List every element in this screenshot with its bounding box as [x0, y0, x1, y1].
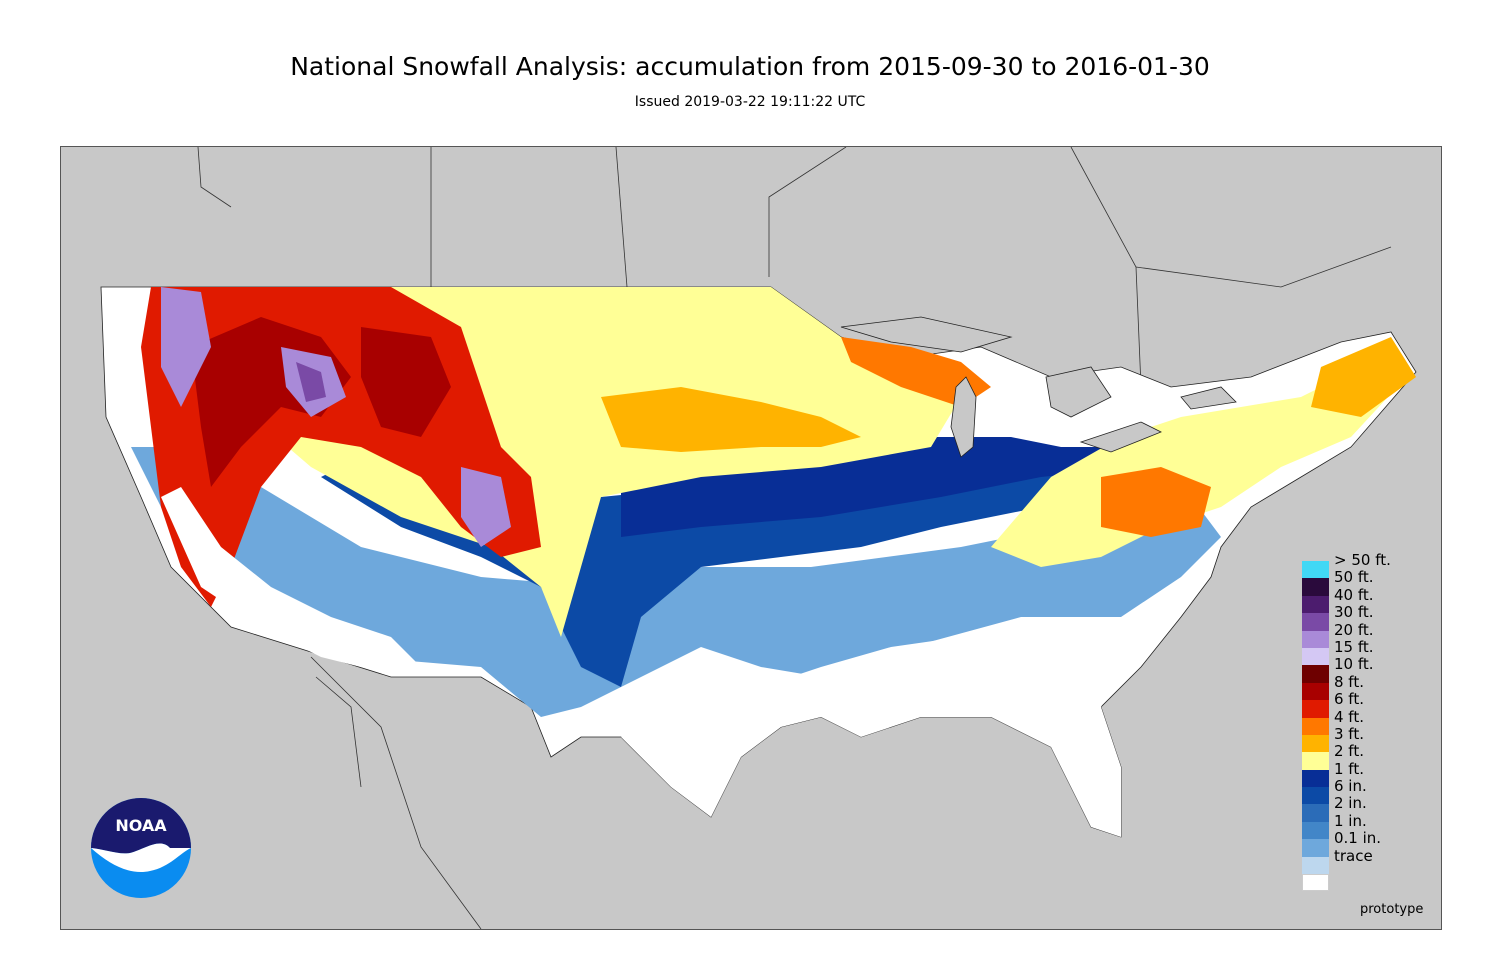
legend-item: 1 in.	[1302, 812, 1422, 840]
very-heavy-snow-zone	[1311, 337, 1416, 417]
very-heavy-snow-zone	[601, 387, 861, 452]
legend-item: 8 ft.	[1302, 673, 1422, 701]
logo-bird	[91, 843, 191, 873]
legend-swatch	[1302, 804, 1329, 822]
lake-erie	[1079, 421, 1162, 453]
legend-item: trace	[1302, 847, 1422, 875]
snowfall-map[interactable]	[60, 146, 1442, 930]
legend-swatch	[1302, 787, 1329, 805]
legend-item: 40 ft.	[1302, 586, 1422, 614]
boundary-line	[615, 147, 628, 288]
legend-swatch	[1302, 613, 1329, 631]
legend-label: 15 ft.	[1334, 637, 1374, 656]
legend-item: 20 ft.	[1302, 621, 1422, 648]
great-lakes	[840, 316, 1237, 458]
legend-item: 0.1 in.	[1302, 830, 1422, 857]
very-heavy-snow-zone	[1101, 467, 1211, 537]
legend-label: 3 ft.	[1334, 724, 1364, 743]
heavy-snow-zone	[991, 347, 1411, 567]
legend-swatch	[1302, 595, 1329, 614]
lake-superior	[840, 316, 1013, 353]
legend-swatch	[1302, 700, 1329, 718]
legend-item: 15 ft.	[1302, 638, 1422, 666]
logo-text: NOAA	[115, 816, 167, 835]
legend-item: 2 ft.	[1302, 743, 1422, 770]
mountain-snow-zone	[361, 327, 451, 437]
page-title: National Snowfall Analysis: accumulation…	[290, 52, 1210, 81]
legend-item: 3 ft.	[1302, 725, 1422, 753]
legend-label: 30 ft.	[1334, 603, 1374, 622]
legend-swatch	[1302, 769, 1329, 788]
legend-swatch	[1302, 665, 1329, 683]
legend-label: trace	[1334, 846, 1373, 865]
legend-swatch	[1302, 821, 1329, 840]
legend-item: 2 in.	[1302, 795, 1422, 822]
legend-label: 6 ft.	[1334, 690, 1364, 709]
no-snow-zone	[621, 617, 1121, 837]
boundary-lines	[197, 147, 1392, 929]
mountain-snow-zone	[296, 362, 326, 402]
legend-swatch	[1302, 734, 1329, 753]
legend-label: 50 ft.	[1334, 568, 1374, 587]
legend-swatch	[1302, 839, 1329, 857]
legend-swatch	[1302, 647, 1329, 666]
prototype-note: prototype	[1360, 902, 1424, 917]
map-canvas	[100, 147, 1417, 929]
boundary-line	[310, 656, 482, 929]
lake-huron	[1045, 366, 1112, 418]
noaa-logo-icon[interactable]: NOAA	[90, 797, 192, 899]
legend-label: 4 ft.	[1334, 707, 1364, 726]
no-snow-zone	[161, 487, 421, 672]
legend-item: 30 ft.	[1302, 604, 1422, 631]
legend-item: 1 ft.	[1302, 760, 1422, 788]
boundary-line	[1070, 147, 1142, 388]
legend-item	[1302, 874, 1422, 892]
legend-item: 6 in.	[1302, 778, 1422, 805]
legend-label: > 50 ft.	[1334, 551, 1391, 569]
boundary-line	[1135, 246, 1392, 288]
legend-swatch	[1302, 561, 1329, 579]
lake-ontario	[1180, 386, 1237, 410]
legend-label: 10 ft.	[1334, 655, 1374, 674]
legend-label: 8 ft.	[1334, 672, 1364, 691]
mountain-snow-zone	[161, 287, 211, 407]
legend-label: 20 ft.	[1334, 620, 1374, 639]
legend-item: 6 ft.	[1302, 691, 1422, 718]
legend-item: 4 ft.	[1302, 708, 1422, 735]
legend-label: 1 ft.	[1334, 759, 1364, 778]
legend-label: 40 ft.	[1334, 585, 1374, 604]
very-heavy-snow-zone	[841, 337, 991, 407]
legend: > 50 ft. 50 ft. 40 ft. 30 ft. 20 ft. 15 …	[1302, 552, 1422, 892]
lake-michigan	[950, 376, 977, 458]
legend-swatch	[1302, 856, 1329, 875]
legend-item: > 50 ft.	[1302, 552, 1422, 579]
legend-label: 1 in.	[1334, 811, 1367, 830]
legend-label: 2 in.	[1334, 794, 1367, 813]
legend-label: 2 ft.	[1334, 742, 1364, 761]
legend-swatch	[1302, 874, 1329, 892]
legend-swatch	[1302, 630, 1329, 648]
legend-label: 0.1 in.	[1334, 829, 1382, 848]
mountain-snow-zone	[461, 467, 511, 547]
legend-swatch	[1302, 752, 1329, 770]
boundary-line	[197, 147, 232, 208]
legend-item: 50 ft.	[1302, 569, 1422, 596]
boundary-line	[768, 147, 847, 277]
legend-swatch	[1302, 578, 1329, 596]
legend-swatch	[1302, 717, 1329, 735]
logo-top	[91, 798, 191, 854]
issued-timestamp: Issued 2019-03-22 19:11:22 UTC	[634, 94, 866, 110]
legend-swatch	[1302, 682, 1329, 701]
legend-label: 6 in.	[1334, 777, 1367, 796]
legend-item: 10 ft.	[1302, 656, 1422, 683]
boundary-line	[315, 676, 362, 788]
